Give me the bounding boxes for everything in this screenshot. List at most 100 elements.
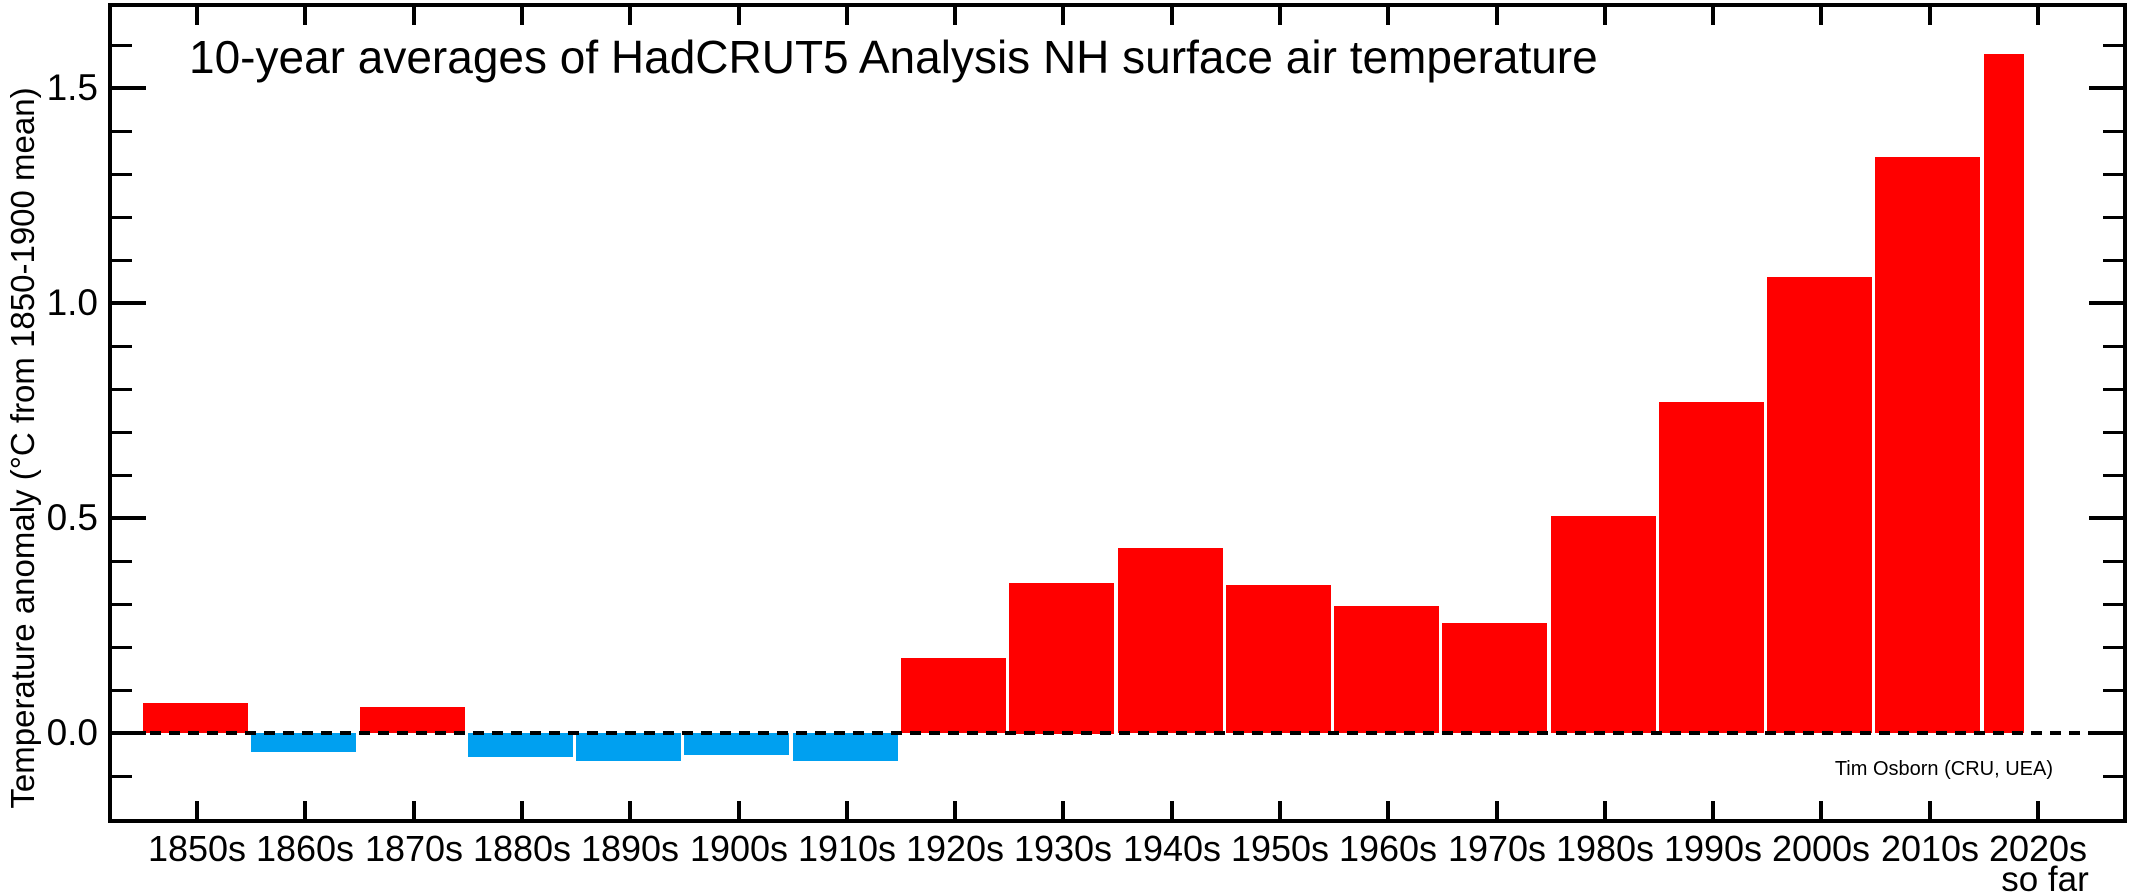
x-tick-bottom-1870s	[412, 801, 416, 819]
x-tick-top-1940s	[1170, 7, 1174, 25]
x-tick-top-1960s	[1386, 7, 1390, 25]
y-minor-tick-right	[2103, 689, 2123, 692]
x-tick-top-1880s	[520, 7, 524, 25]
x-tick-top-1980s	[1603, 7, 1607, 25]
bar-1970s	[1442, 623, 1547, 733]
y-tick-label-1.5: 1.5	[46, 67, 98, 108]
x-tick-label-1860s: 1860s	[255, 828, 355, 869]
y-minor-tick-right	[2103, 474, 2123, 477]
y-tick-label-1.0: 1.0	[46, 282, 98, 323]
x-tick-top-1850s	[195, 7, 199, 25]
x-tick-label-1920s: 1920s	[905, 828, 1005, 869]
x-tick-top-2000s	[1819, 7, 1823, 25]
bar-1920s	[901, 658, 1006, 733]
y-minor-tick-right	[2103, 216, 2123, 219]
x-tick-bottom-1960s	[1386, 801, 1390, 819]
bar-2010s	[1875, 157, 1980, 733]
bar-2000s	[1767, 277, 1872, 733]
y-minor-tick-right	[2103, 44, 2123, 47]
chart-title: 10-year averages of HadCRUT5 Analysis NH…	[189, 31, 1598, 83]
x-tick-label-1900s: 1900s	[689, 828, 789, 869]
zero-line	[112, 731, 2123, 735]
x-tick-bottom-2010s	[1928, 801, 1932, 819]
y-minor-tick-left	[112, 345, 132, 348]
x-tick-top-1930s	[1061, 7, 1065, 25]
y-minor-tick-left	[112, 130, 132, 133]
x-tick-bottom-1880s	[520, 801, 524, 819]
bar-1880s	[468, 733, 573, 757]
y-minor-tick-right	[2103, 345, 2123, 348]
x-tick-label-1990s: 1990s	[1663, 828, 1763, 869]
y-minor-tick-right	[2103, 259, 2123, 262]
y-minor-tick-right	[2103, 560, 2123, 563]
y-major-tick-left	[112, 86, 146, 90]
x-tick-top-1900s	[737, 7, 741, 25]
bar-1870s	[360, 707, 465, 733]
x-tick-top-1950s	[1278, 7, 1282, 25]
y-minor-tick-right	[2103, 431, 2123, 434]
x-tick-label-1940s: 1940s	[1122, 828, 1222, 869]
y-tick-label-0.5: 0.5	[46, 497, 98, 538]
x-tick-bottom-1890s	[628, 801, 632, 819]
x-tick-bottom-2020s	[2036, 801, 2040, 819]
x-tick-label-1950s: 1950s	[1230, 828, 1330, 869]
x-tick-label-2020s: 2020s	[1988, 828, 2088, 869]
x-tick-bottom-2000s	[1819, 801, 1823, 819]
x-tick-bottom-1920s	[953, 801, 957, 819]
y-tick-label-0.0: 0.0	[46, 712, 98, 753]
bar-1940s	[1118, 548, 1223, 733]
x-tick-top-1890s	[628, 7, 632, 25]
x-tick-top-2020s	[2036, 7, 2040, 25]
y-minor-tick-right	[2103, 130, 2123, 133]
bar-1850s	[143, 703, 248, 733]
y-minor-tick-left	[112, 775, 132, 778]
y-minor-tick-left	[112, 474, 132, 477]
x-tick-label-1910s: 1910s	[797, 828, 897, 869]
x-tick-label-1930s: 1930s	[1013, 828, 1113, 869]
y-minor-tick-left	[112, 560, 132, 563]
x-tick-bottom-1940s	[1170, 801, 1174, 819]
x-tick-bottom-1930s	[1061, 801, 1065, 819]
plot-frame	[108, 3, 2127, 823]
y-minor-tick-left	[112, 173, 132, 176]
x-tick-bottom-1860s	[303, 801, 307, 819]
x-tick-bottom-1990s	[1711, 801, 1715, 819]
x-tick-bottom-1900s	[737, 801, 741, 819]
bar-1860s	[251, 733, 356, 752]
y-minor-tick-left	[112, 646, 132, 649]
bar-1960s	[1334, 606, 1439, 733]
x-tick-bottom-1910s	[845, 801, 849, 819]
bar-1980s	[1551, 516, 1656, 733]
x-tick-bottom-1970s	[1495, 801, 1499, 819]
x-tick-top-1920s	[953, 7, 957, 25]
y-minor-tick-left	[112, 44, 132, 47]
y-minor-tick-left	[112, 603, 132, 606]
x-tick-label-1880s: 1880s	[472, 828, 572, 869]
x-tick-bottom-1850s	[195, 801, 199, 819]
bar-1930s	[1009, 583, 1114, 734]
y-minor-tick-right	[2103, 775, 2123, 778]
y-major-tick-left	[112, 516, 146, 520]
y-minor-tick-right	[2103, 388, 2123, 391]
y-major-tick-right	[2089, 301, 2123, 305]
y-minor-tick-right	[2103, 646, 2123, 649]
x-tick-label-1850s: 1850s	[147, 828, 247, 869]
bar-2020s	[1984, 54, 2024, 733]
x-tick-top-1910s	[845, 7, 849, 25]
y-minor-tick-left	[112, 689, 132, 692]
y-major-tick-left	[112, 301, 146, 305]
x-tick-label-1980s: 1980s	[1555, 828, 1655, 869]
x-tick-note-so-far: so far	[2001, 860, 2089, 893]
credit-text: Tim Osborn (CRU, UEA)	[1834, 758, 2053, 780]
y-axis-label: Temperature anomaly (°C from 1850-1900 m…	[4, 87, 41, 809]
x-tick-bottom-1950s	[1278, 801, 1282, 819]
y-minor-tick-left	[112, 431, 132, 434]
y-major-tick-right	[2089, 86, 2123, 90]
bar-1900s	[684, 733, 789, 755]
y-major-tick-right	[2089, 516, 2123, 520]
x-tick-top-2010s	[1928, 7, 1932, 25]
x-tick-bottom-1980s	[1603, 801, 1607, 819]
x-tick-label-2000s: 2000s	[1771, 828, 1871, 869]
y-minor-tick-left	[112, 388, 132, 391]
bar-1890s	[576, 733, 681, 761]
